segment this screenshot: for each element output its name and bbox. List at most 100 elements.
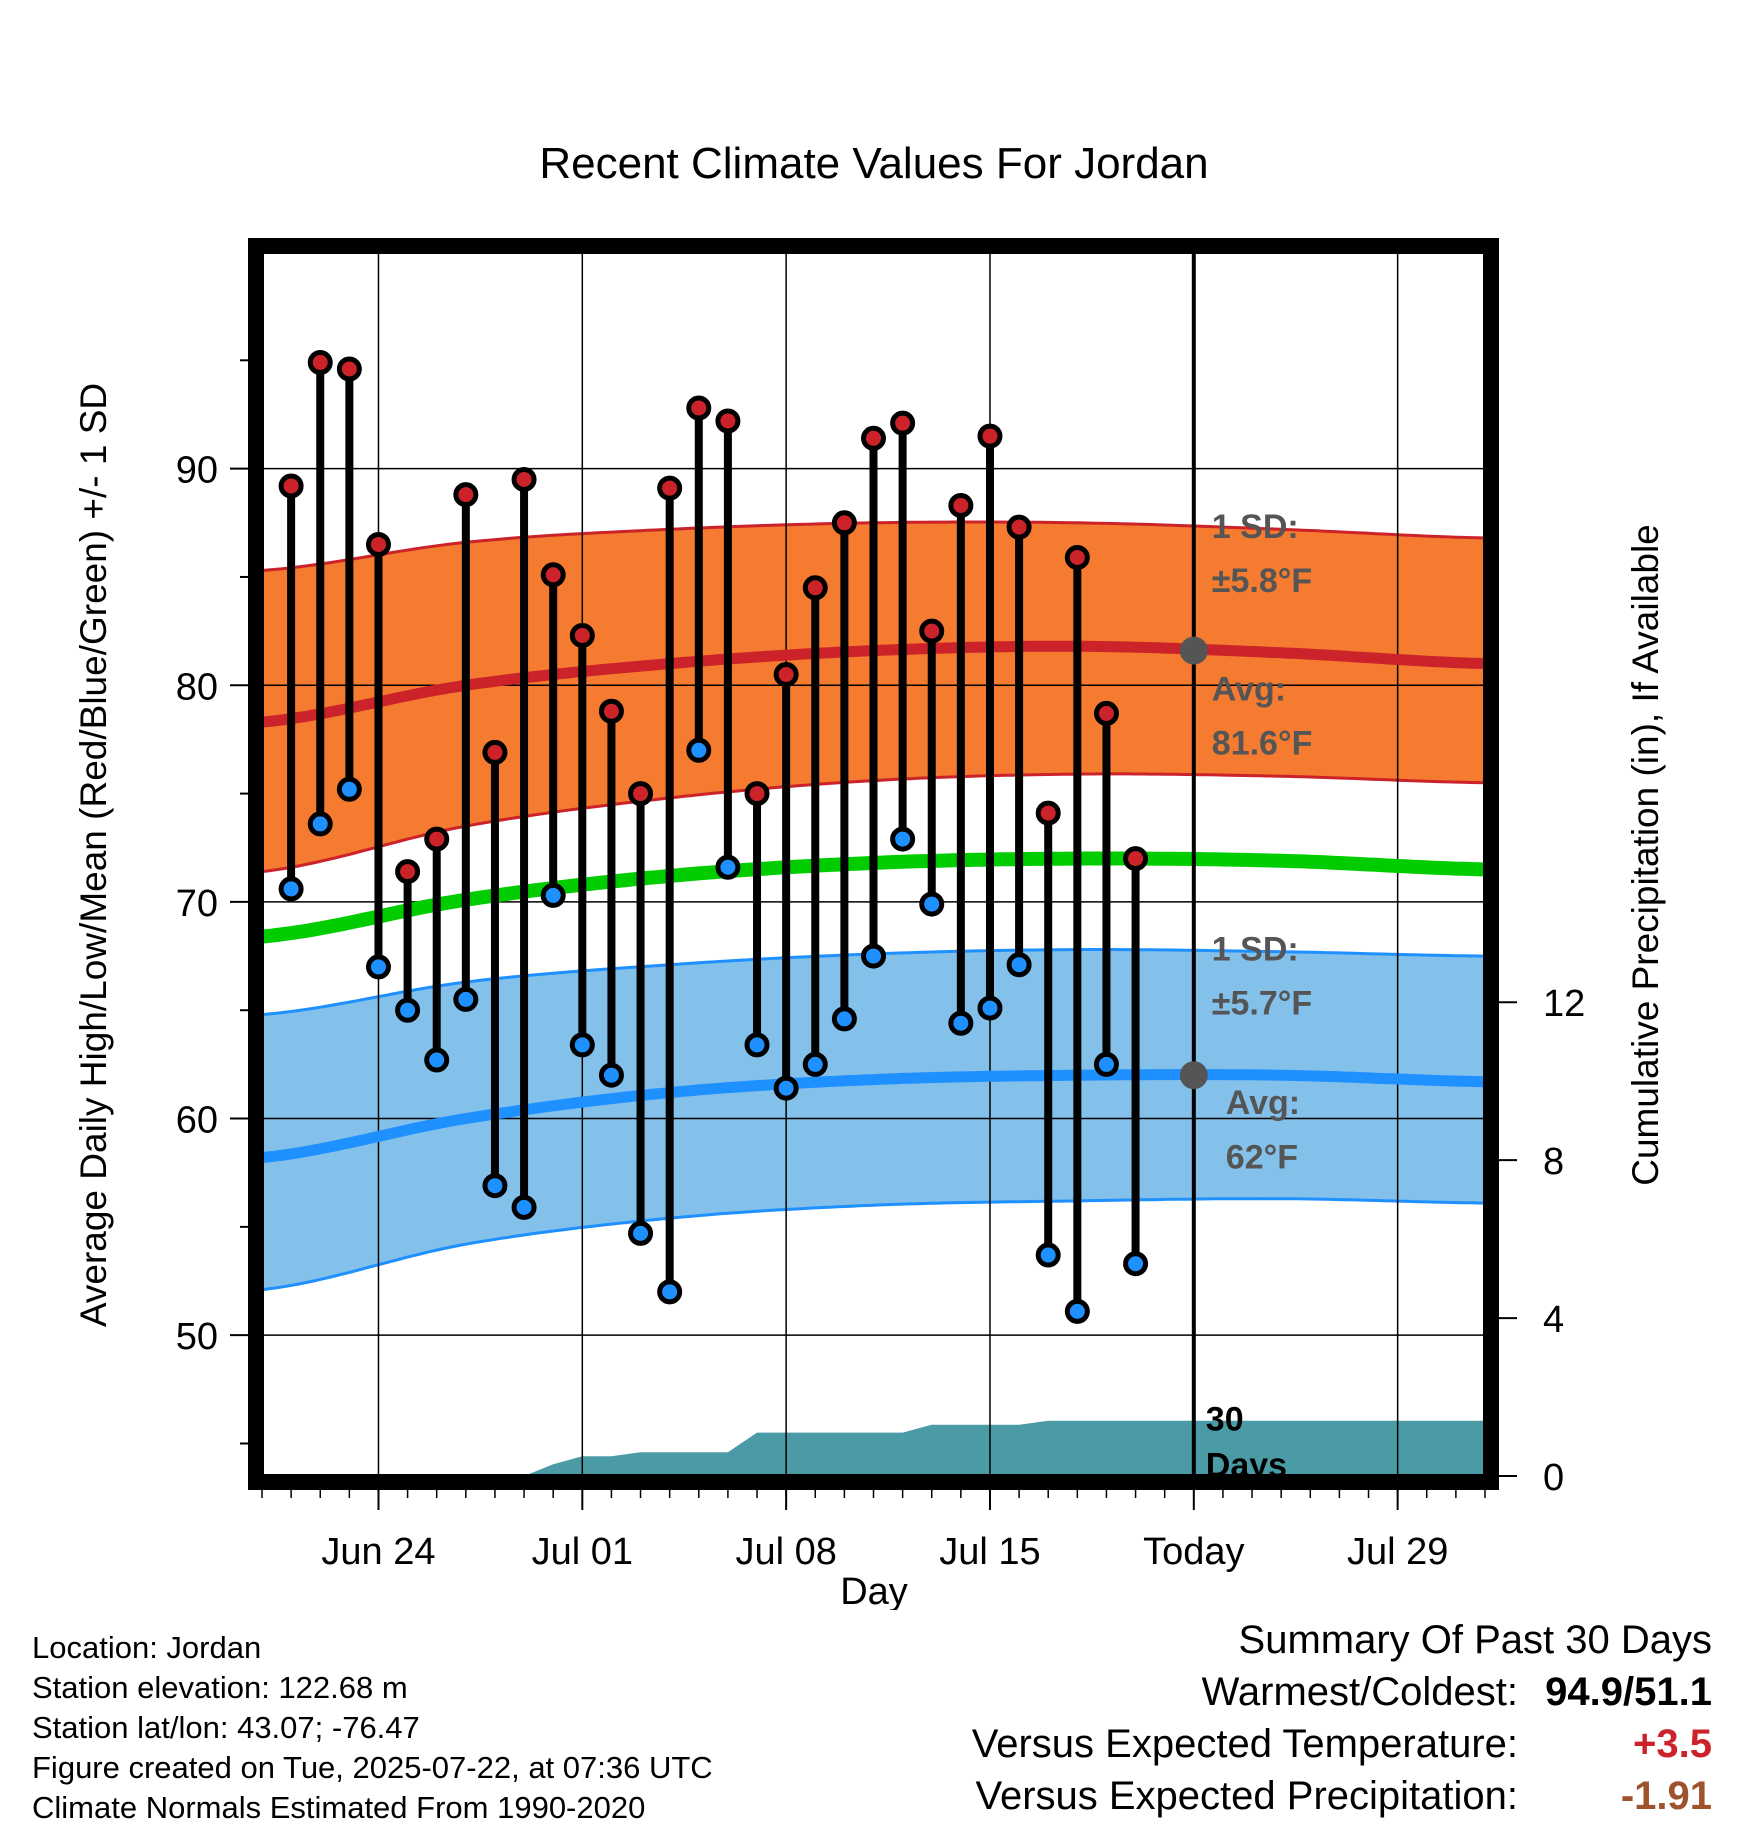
daily-low-point [1006, 952, 1032, 978]
warm-cold-label: Warmest/Coldest: [1201, 1670, 1518, 1714]
plot-frame [248, 238, 1499, 1490]
y-tick-label-right: 0 [1543, 1457, 1564, 1499]
x-tick-label: Today [1143, 1531, 1244, 1573]
daily-high-point [802, 575, 828, 601]
daily-high-point [773, 661, 799, 687]
x-tick-label: Jul 15 [939, 1531, 1040, 1573]
daily-low-point [307, 811, 333, 837]
x-tick-label: Jul 08 [735, 1531, 836, 1573]
temp-label: Versus Expected Temperature: [971, 1722, 1518, 1766]
window-label-line1: 30 [1206, 1401, 1244, 1439]
daily-low-point [511, 1194, 537, 1220]
high-avg-value: 81.6°F [1212, 725, 1313, 763]
high-sd-title: 1 SD: [1212, 508, 1299, 546]
summary-temperature: Versus Expected Temperature: +3.5 [972, 1718, 1712, 1770]
daily-high-point [395, 859, 421, 885]
y-tick-label-left: 70 [176, 883, 218, 925]
y-axis-right-label: Cumulative Precipitation (in), If Availa… [1625, 524, 1666, 1186]
x-tick-label: Jun 24 [321, 1531, 435, 1573]
summary-panel: Summary Of Past 30 Days Warmest/Coldest:… [972, 1614, 1712, 1822]
precip-label: Versus Expected Precipitation: [975, 1774, 1518, 1818]
y-tick-label-right: 8 [1543, 1141, 1564, 1183]
daily-high-point [890, 410, 916, 436]
daily-high-point [744, 781, 770, 807]
daily-low-point [569, 1032, 595, 1058]
daily-high-point [424, 826, 450, 852]
daily-high-point [598, 698, 624, 724]
daily-high-point [657, 475, 683, 501]
daily-low-point [890, 826, 916, 852]
normals-text: Climate Normals Estimated From 1990-2020 [32, 1790, 646, 1825]
daily-low-point [831, 1006, 857, 1032]
daily-low-point [744, 1032, 770, 1058]
daily-low-point [1123, 1251, 1149, 1277]
plot-area: 1 SD: ±5.8°F Avg: 81.6°F 1 SD: ±5.7°F Avg: 62°F… [176, 238, 1585, 1573]
climate-chart: Recent Climate Values For Jordan 1 SD: ±5… [73, 139, 1666, 1610]
plot-content [262, 252, 1485, 1476]
daily-high-point [628, 781, 654, 807]
y-tick-label-left: 90 [176, 450, 218, 492]
daily-low-point [861, 943, 886, 969]
daily-low-point [365, 954, 391, 980]
warm-cold-value: 94.9/51.1 [1545, 1670, 1712, 1714]
today-high-avg-marker [1179, 636, 1208, 665]
daily-low-point [686, 737, 712, 763]
daily-high-point [1035, 800, 1061, 826]
summary-title: Summary Of Past 30 Days [1238, 1618, 1712, 1662]
daily-low-point [1093, 1051, 1119, 1077]
daily-high-point [686, 395, 712, 421]
y-tick-label-left: 80 [176, 666, 218, 708]
daily-low-point [540, 882, 566, 908]
today-low-avg-marker [1179, 1061, 1208, 1090]
daily-high-point [511, 466, 537, 492]
daily-low-point [453, 986, 479, 1012]
daily-low-point [598, 1062, 624, 1088]
daily-high-point [919, 618, 945, 644]
low-avg-title: Avg: [1226, 1084, 1300, 1122]
summary-warm-cold: Warmest/Coldest: 94.9/51.1 [972, 1666, 1712, 1718]
daily-high-point [977, 423, 1003, 449]
daily-low-point [773, 1075, 799, 1101]
daily-high-point [482, 739, 508, 765]
high-avg-title: Avg: [1212, 670, 1286, 708]
daily-high-point [540, 562, 566, 588]
x-axis-label: Day [840, 1571, 908, 1610]
daily-high-point [1123, 846, 1149, 872]
daily-high-point [307, 349, 333, 375]
daily-high-point [453, 482, 479, 508]
daily-high-point [336, 356, 362, 382]
daily-low-point [977, 995, 1003, 1021]
daily-low-point [948, 1010, 974, 1036]
daily-high-point [715, 408, 741, 434]
y-tick-label-right: 12 [1543, 983, 1585, 1025]
daily-low-point [919, 891, 945, 917]
x-tick-label: Jul 29 [1347, 1531, 1448, 1573]
low-sd-lower-line [262, 1197, 1485, 1292]
y-axis-left-label: Average Daily High/Low/Mean (Red/Blue/Gr… [73, 383, 114, 1327]
daily-low-point [424, 1047, 450, 1073]
created-text: Figure created on Tue, 2025-07-22, at 07… [32, 1750, 713, 1785]
location-text: Location: Jordan [32, 1630, 262, 1665]
temp-value: +3.5 [1633, 1722, 1712, 1766]
daily-high-point [569, 622, 595, 648]
station-info: Location: Jordan Station elevation: 122.… [32, 1628, 713, 1828]
daily-low-point [628, 1220, 654, 1246]
daily-low-point [715, 854, 741, 880]
daily-high-point [1064, 544, 1090, 570]
elevation-text: Station elevation: 122.68 m [32, 1670, 408, 1705]
daily-high-point [861, 425, 886, 451]
chart-title: Recent Climate Values For Jordan [539, 139, 1208, 188]
x-tick-label: Jul 01 [532, 1531, 633, 1573]
y-tick-label-right: 4 [1543, 1299, 1564, 1341]
low-sd-band [262, 949, 1485, 1290]
daily-high-point [831, 510, 857, 536]
daily-low-point [482, 1173, 508, 1199]
y-tick-label-left: 60 [176, 1100, 218, 1142]
daily-low-point [802, 1051, 828, 1077]
daily-low-point [278, 876, 304, 902]
low-sd-title: 1 SD: [1212, 930, 1299, 968]
daily-low-point [395, 997, 421, 1023]
precipitation-area [262, 1420, 1485, 1476]
daily-high-point [948, 492, 974, 518]
daily-low-point [336, 776, 362, 802]
